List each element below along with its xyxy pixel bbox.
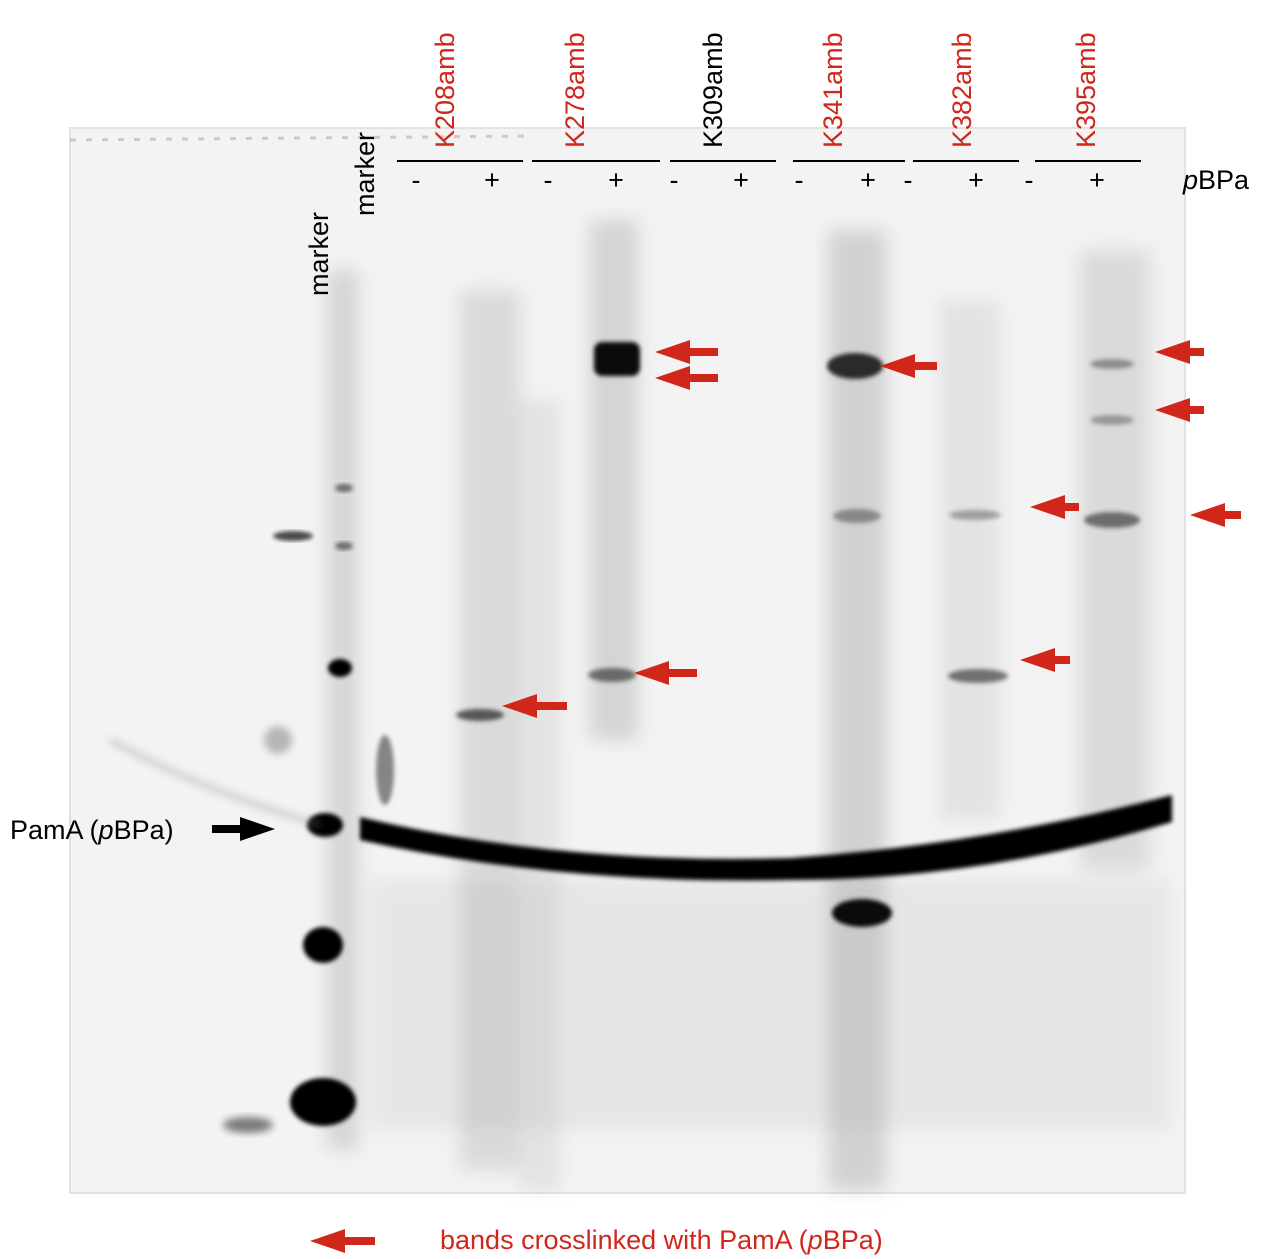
sample-underline xyxy=(670,160,776,162)
sample-label-k208amb: K208amb xyxy=(430,32,460,148)
red-arrow-icon xyxy=(655,366,718,390)
sample-label-k395amb: K395amb xyxy=(1071,32,1101,148)
pama-band xyxy=(360,795,1172,881)
sample-underline xyxy=(1035,160,1141,162)
red-arrow-icon xyxy=(655,340,718,364)
legend-text: bands crosslinked with PamA (pBPa) xyxy=(440,1225,883,1255)
pama-label: PamA (pBPa) xyxy=(10,815,174,845)
red-arrow-icon xyxy=(1155,340,1204,364)
sample-label-k382amb: K382amb xyxy=(947,32,977,148)
red-arrow-icon xyxy=(880,354,937,378)
red-arrow-icon xyxy=(1020,648,1070,672)
plus-sign: + xyxy=(733,165,749,195)
sample-label-k341amb: K341amb xyxy=(818,32,848,148)
pbpa-label: pBPa xyxy=(1183,165,1250,195)
marker-label-1: marker xyxy=(304,211,334,296)
minus-sign: - xyxy=(411,165,421,195)
minus-sign: - xyxy=(903,165,913,195)
lane-smears xyxy=(328,220,1170,1190)
plus-sign: + xyxy=(484,165,500,195)
sample-underline xyxy=(793,160,905,162)
red-arrow-icon xyxy=(1155,398,1204,422)
sample-label-k309amb: K309amb xyxy=(698,32,728,148)
plus-sign: + xyxy=(968,165,984,195)
red-arrow-icon xyxy=(634,661,697,685)
red-arrows xyxy=(310,340,1241,1253)
red-arrow-icon xyxy=(1030,495,1079,519)
sample-underline xyxy=(913,160,1019,162)
sample-label-k278amb: K278amb xyxy=(560,32,590,148)
minus-sign: - xyxy=(794,165,804,195)
crosslink-bands xyxy=(376,342,1140,927)
black-arrow-icon xyxy=(212,817,275,841)
minus-sign: - xyxy=(1024,165,1034,195)
red-arrow-icon xyxy=(310,1229,375,1253)
plus-sign: + xyxy=(1089,165,1105,195)
sample-underline xyxy=(397,160,523,162)
minus-sign: - xyxy=(669,165,679,195)
sample-underline xyxy=(532,160,660,162)
marker-bands xyxy=(223,484,356,1133)
marker-label-2: marker xyxy=(350,131,380,216)
red-arrow-icon xyxy=(502,694,567,718)
red-arrow-icon xyxy=(1190,503,1241,527)
minus-sign: - xyxy=(543,165,553,195)
plus-sign: + xyxy=(860,165,876,195)
plus-sign: + xyxy=(608,165,624,195)
